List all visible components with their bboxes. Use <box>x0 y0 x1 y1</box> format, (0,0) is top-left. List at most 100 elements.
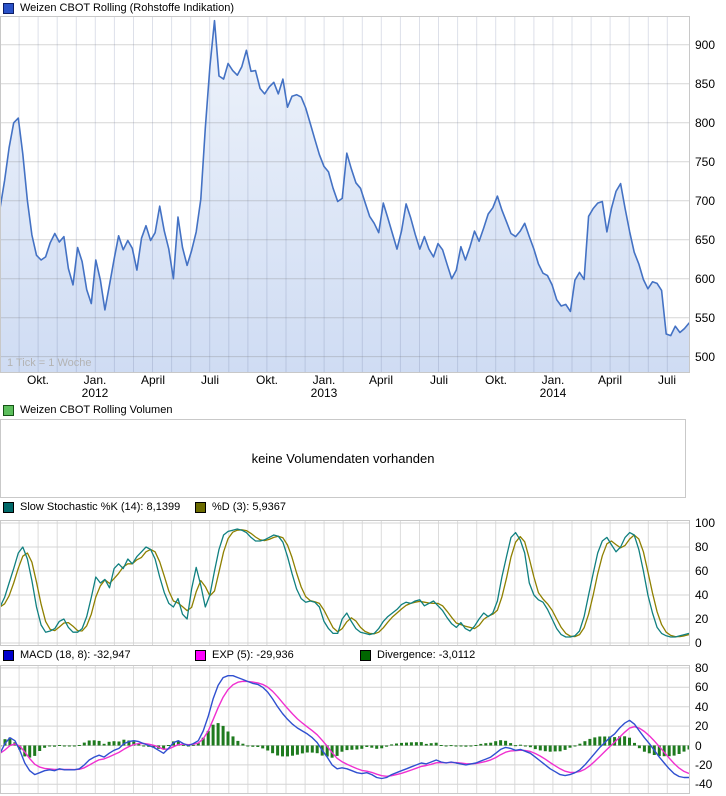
divergence-bar <box>682 745 686 752</box>
divergence-bar <box>340 745 344 752</box>
divergence-bar <box>305 745 309 753</box>
price-x-axis-label: Okt. <box>6 374 70 387</box>
price-y-axis-label: 700 <box>695 194 716 208</box>
plot-border <box>0 665 690 794</box>
x-tick-year: 2013 <box>310 386 338 400</box>
stochastic-k-swatch <box>3 501 14 513</box>
divergence-bar <box>642 745 646 752</box>
stochastic-y-axis-label: 40 <box>695 588 709 602</box>
divergence-bar <box>360 745 364 749</box>
divergence-bar <box>573 745 577 747</box>
divergence-bar <box>350 745 354 750</box>
price-x-axis-label: April <box>578 374 642 387</box>
divergence-bar <box>543 745 547 752</box>
x-tick-month: Jan. <box>83 373 107 387</box>
macd-y-axis-label: 60 <box>695 680 709 694</box>
divergence-bar <box>504 740 508 746</box>
x-tick-month: April <box>140 373 165 387</box>
macd-y-axis-label: 40 <box>695 700 709 714</box>
macd-y-axis-label: -40 <box>695 777 713 791</box>
stochastic-d-label: %D (3): 5,9367 <box>212 501 286 513</box>
price-x-axis-label: Juli <box>635 374 699 387</box>
divergence-bar <box>221 725 225 746</box>
divergence-bar <box>662 745 666 757</box>
macd-label: MACD (18, 8): -32,947 <box>20 649 131 661</box>
divergence-bar <box>459 745 463 747</box>
divergence-bar <box>152 745 156 748</box>
x-tick-year: 2014 <box>539 386 567 400</box>
divergence-bar <box>102 743 106 746</box>
divergence-bar <box>375 745 379 749</box>
price-y-axis-label: 600 <box>695 272 716 286</box>
price-x-axis-label: April <box>349 374 413 387</box>
price-x-axis-label: Jan. 2013 <box>292 374 356 400</box>
divergence-bar <box>603 736 607 746</box>
divergence-bar <box>454 745 458 747</box>
divergence-bar <box>335 745 339 756</box>
divergence-bar <box>370 745 374 748</box>
price-y-axis-label: 500 <box>695 350 716 364</box>
divergence-bar <box>137 743 141 746</box>
price-area <box>0 20 689 372</box>
divergence-bar <box>444 745 448 747</box>
divergence-bar <box>256 745 260 747</box>
divergence-bar <box>395 743 398 746</box>
divergence-bar <box>528 745 532 748</box>
divergence-bar <box>261 745 265 749</box>
divergence-bar <box>181 744 185 746</box>
divergence-bar <box>424 743 428 746</box>
divergence-bar <box>568 745 572 748</box>
divergence-bar <box>246 745 250 747</box>
tick-interval-note: 1 Tick = 1 Woche <box>7 357 92 369</box>
divergence-bar <box>127 740 131 746</box>
divergence-bar <box>519 744 522 746</box>
price-x-axis-label: April <box>121 374 185 387</box>
stochastic-k-label: Slow Stochastic %K (14): 8,1399 <box>20 501 181 513</box>
price-y-axis-label: 900 <box>695 38 716 52</box>
x-tick-month: Okt. <box>484 373 507 387</box>
x-tick-month: Okt. <box>26 373 49 387</box>
x-tick-month: Okt. <box>255 373 278 387</box>
divergence-bar <box>53 745 56 747</box>
macd-chart <box>0 665 690 794</box>
price-chart <box>0 16 690 373</box>
price-x-axis-label: Jan. 2014 <box>521 374 585 400</box>
divergence-bar <box>598 736 602 746</box>
divergence-bar <box>87 740 91 746</box>
divergence-bar <box>593 737 597 746</box>
divergence-bar <box>286 745 289 757</box>
divergence-bar <box>266 745 270 751</box>
divergence-bar <box>38 745 42 751</box>
divergence-bar <box>162 745 166 750</box>
divergence-bar <box>167 745 170 746</box>
price-y-axis-label: 850 <box>695 77 716 91</box>
divergence-bar <box>385 745 389 747</box>
divergence-bar <box>499 740 503 746</box>
price-x-axis-label: Juli <box>178 374 242 387</box>
divergence-bar <box>474 745 478 746</box>
divergence-bar <box>479 743 483 746</box>
macd-divergence-swatch <box>360 649 371 661</box>
divergence-bar <box>657 745 661 757</box>
price-x-axis-label: Okt. <box>464 374 528 387</box>
macd-exp-swatch <box>195 649 206 661</box>
divergence-bar <box>449 745 453 747</box>
price-x-axis-label: Juli <box>407 374 471 387</box>
divergence-bar <box>608 736 612 746</box>
main-chart-title: Weizen CBOT Rolling (Rohstoffe Indikatio… <box>20 2 234 14</box>
divergence-bar <box>578 743 582 746</box>
divergence-bar <box>72 745 76 747</box>
divergence-bar <box>117 741 121 746</box>
price-line <box>0 19 690 337</box>
divergence-bar <box>97 740 101 746</box>
price-x-axis-label: Okt. <box>235 374 299 387</box>
x-tick-month: April <box>368 373 393 387</box>
divergence-bar <box>241 743 245 746</box>
divergence-bar <box>67 745 71 747</box>
macd-y-axis-label: 80 <box>695 661 709 675</box>
x-tick-month: Jan. <box>312 373 336 387</box>
divergence-bar <box>345 745 349 751</box>
x-tick-month: April <box>597 373 622 387</box>
divergence-bar <box>553 745 557 752</box>
price-x-axis-label: Jan. 2012 <box>63 374 127 400</box>
